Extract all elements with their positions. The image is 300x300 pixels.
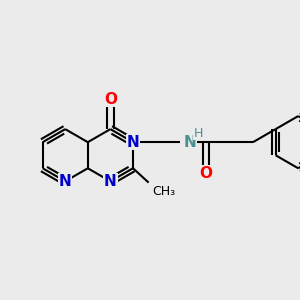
Text: N: N bbox=[59, 174, 72, 189]
Text: O: O bbox=[104, 92, 117, 106]
Text: N: N bbox=[104, 174, 117, 189]
Text: N: N bbox=[184, 135, 197, 150]
Text: N: N bbox=[127, 135, 140, 150]
Text: CH₃: CH₃ bbox=[153, 185, 176, 198]
Text: O: O bbox=[200, 166, 212, 181]
Text: H: H bbox=[194, 127, 203, 140]
